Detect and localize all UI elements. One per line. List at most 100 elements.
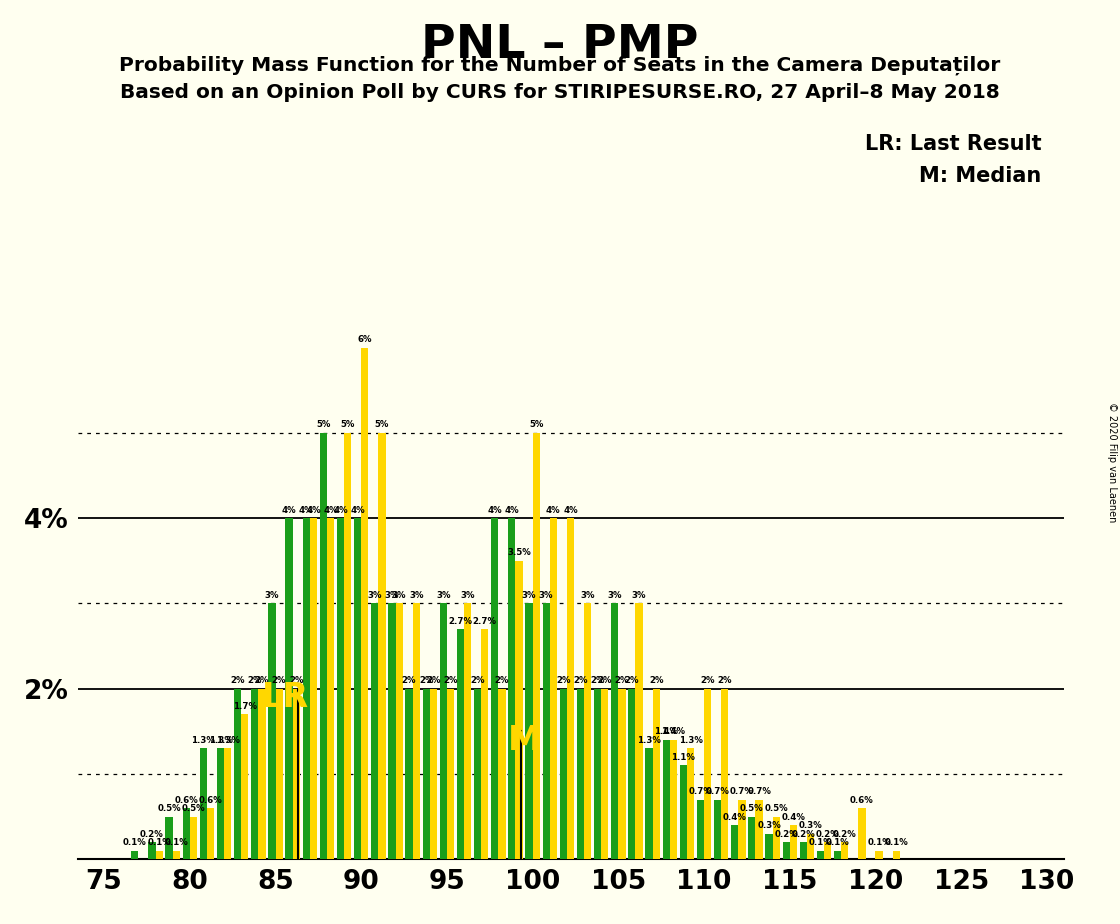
Text: 4%: 4% bbox=[505, 505, 520, 515]
Text: 3%: 3% bbox=[539, 591, 553, 600]
Bar bbox=[156, 851, 162, 859]
Bar bbox=[430, 688, 437, 859]
Bar bbox=[498, 688, 505, 859]
Text: 2%: 2% bbox=[495, 676, 510, 686]
Text: 2%: 2% bbox=[444, 676, 458, 686]
Bar bbox=[234, 688, 241, 859]
Text: 5%: 5% bbox=[375, 420, 389, 430]
Text: © 2020 Filip van Laenen: © 2020 Filip van Laenen bbox=[1108, 402, 1117, 522]
Bar bbox=[457, 629, 464, 859]
Bar bbox=[447, 688, 454, 859]
Text: 6%: 6% bbox=[357, 335, 372, 344]
Text: 0.4%: 0.4% bbox=[782, 813, 805, 821]
Bar bbox=[628, 688, 635, 859]
Text: 0.5%: 0.5% bbox=[181, 804, 205, 813]
Text: 1.4%: 1.4% bbox=[661, 727, 685, 736]
Text: 3%: 3% bbox=[580, 591, 595, 600]
Text: 2%: 2% bbox=[254, 676, 269, 686]
Text: M: Median: M: Median bbox=[920, 166, 1042, 187]
Text: 2%: 2% bbox=[419, 676, 433, 686]
Text: 0.5%: 0.5% bbox=[157, 804, 181, 813]
Bar bbox=[269, 603, 276, 859]
Text: 0.5%: 0.5% bbox=[764, 804, 788, 813]
Text: 5%: 5% bbox=[529, 420, 543, 430]
Text: Probability Mass Function for the Number of Seats in the Camera Deputaților: Probability Mass Function for the Number… bbox=[120, 55, 1000, 75]
Text: 4%: 4% bbox=[324, 505, 338, 515]
Bar bbox=[189, 817, 197, 859]
Text: 0.3%: 0.3% bbox=[757, 821, 781, 831]
Bar bbox=[834, 851, 841, 859]
Text: 3%: 3% bbox=[632, 591, 646, 600]
Bar bbox=[362, 347, 368, 859]
Text: 3%: 3% bbox=[436, 591, 450, 600]
Text: 0.6%: 0.6% bbox=[198, 796, 223, 805]
Text: 3%: 3% bbox=[384, 591, 399, 600]
Bar bbox=[748, 817, 756, 859]
Bar bbox=[327, 518, 334, 859]
Bar bbox=[697, 799, 704, 859]
Bar bbox=[183, 808, 189, 859]
Text: 3.5%: 3.5% bbox=[507, 548, 531, 557]
Text: 3%: 3% bbox=[460, 591, 475, 600]
Bar bbox=[337, 518, 344, 859]
Bar bbox=[217, 748, 224, 859]
Text: 4%: 4% bbox=[487, 505, 502, 515]
Bar bbox=[354, 518, 362, 859]
Text: 2%: 2% bbox=[231, 676, 245, 686]
Text: 2%: 2% bbox=[402, 676, 417, 686]
Bar bbox=[713, 799, 721, 859]
Text: 0.2%: 0.2% bbox=[792, 830, 815, 839]
Text: 0.1%: 0.1% bbox=[147, 838, 171, 847]
Bar bbox=[653, 688, 660, 859]
Bar bbox=[492, 518, 498, 859]
Bar bbox=[816, 851, 824, 859]
Text: LR: Last Result: LR: Last Result bbox=[865, 134, 1042, 154]
Bar bbox=[533, 432, 540, 859]
Bar bbox=[594, 688, 601, 859]
Bar bbox=[645, 748, 653, 859]
Text: 0.2%: 0.2% bbox=[140, 830, 164, 839]
Text: LR: LR bbox=[262, 681, 309, 714]
Bar bbox=[670, 740, 676, 859]
Text: 1.3%: 1.3% bbox=[208, 736, 233, 745]
Bar bbox=[687, 748, 694, 859]
Bar bbox=[482, 629, 488, 859]
Text: 0.1%: 0.1% bbox=[809, 838, 832, 847]
Text: 0.2%: 0.2% bbox=[815, 830, 840, 839]
Text: 1.3%: 1.3% bbox=[216, 736, 240, 745]
Bar bbox=[276, 688, 282, 859]
Bar bbox=[773, 817, 780, 859]
Text: 3%: 3% bbox=[522, 591, 536, 600]
Text: 0.6%: 0.6% bbox=[175, 796, 198, 805]
Bar bbox=[550, 518, 557, 859]
Text: PNL – PMP: PNL – PMP bbox=[421, 23, 699, 68]
Text: 0.2%: 0.2% bbox=[774, 830, 799, 839]
Text: 3%: 3% bbox=[409, 591, 423, 600]
Text: 3%: 3% bbox=[367, 591, 382, 600]
Bar bbox=[858, 808, 866, 859]
Bar bbox=[800, 843, 806, 859]
Bar bbox=[207, 808, 214, 859]
Text: 2%: 2% bbox=[648, 676, 663, 686]
Text: 0.1%: 0.1% bbox=[885, 838, 908, 847]
Text: 2.7%: 2.7% bbox=[473, 616, 497, 626]
Bar bbox=[131, 851, 139, 859]
Text: 3%: 3% bbox=[392, 591, 407, 600]
Bar bbox=[515, 561, 523, 859]
Text: 0.3%: 0.3% bbox=[799, 821, 822, 831]
Bar bbox=[148, 843, 156, 859]
Text: 0.1%: 0.1% bbox=[165, 838, 188, 847]
Text: 0.7%: 0.7% bbox=[706, 787, 729, 796]
Text: 2.7%: 2.7% bbox=[448, 616, 473, 626]
Bar bbox=[440, 603, 447, 859]
Text: 4%: 4% bbox=[306, 505, 320, 515]
Text: 4%: 4% bbox=[547, 505, 561, 515]
Text: Based on an Opinion Poll by CURS for STIRIPESURSE.RO, 27 April–8 May 2018: Based on an Opinion Poll by CURS for STI… bbox=[120, 83, 1000, 103]
Bar bbox=[251, 688, 259, 859]
Text: 0.1%: 0.1% bbox=[867, 838, 890, 847]
Bar bbox=[286, 518, 292, 859]
Text: 2%: 2% bbox=[248, 676, 262, 686]
Bar bbox=[344, 432, 352, 859]
Bar bbox=[618, 688, 626, 859]
Text: 5%: 5% bbox=[340, 420, 355, 430]
